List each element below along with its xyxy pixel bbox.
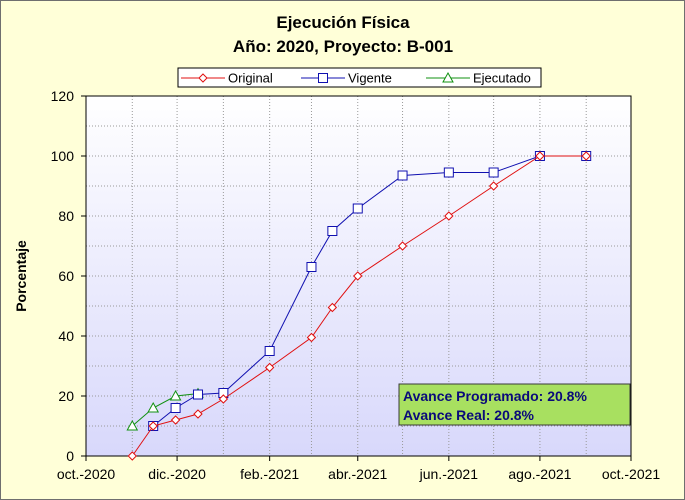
x-tick-label: dic.-2020 <box>148 466 206 482</box>
series-ejecutado <box>126 387 204 431</box>
data-point-original <box>327 302 338 313</box>
series-original <box>127 151 591 461</box>
data-point-vigente <box>264 346 275 356</box>
data-point-original <box>306 332 317 343</box>
chart-title: Ejecución Física <box>276 13 410 32</box>
legend-label-ejecutado: Ejecutado <box>473 71 531 86</box>
data-point-original <box>444 211 454 221</box>
x-tick-label: feb.-2021 <box>240 466 299 482</box>
x-tick-label: jun.-2021 <box>419 466 479 482</box>
series-layer <box>126 151 592 461</box>
y-axis-label: Porcentaje <box>13 240 29 312</box>
data-point-original <box>170 415 181 425</box>
chart-subtitle: Año: 2020, Proyecto: B-001 <box>233 37 453 56</box>
data-point-vigente <box>397 170 408 181</box>
series-line-ejecutado <box>131 393 199 427</box>
data-point-original <box>488 181 499 191</box>
legend-label-original: Original <box>228 71 273 86</box>
y-tick-label: 120 <box>51 88 75 104</box>
x-tick-label: oct.-2021 <box>602 466 661 482</box>
data-point-original <box>264 362 275 373</box>
data-point-ejecutado <box>169 389 182 401</box>
data-point-original <box>193 409 203 419</box>
legend-marker-vigente <box>318 73 328 83</box>
data-point-vigente <box>192 389 203 400</box>
x-tick-label: abr.-2021 <box>328 466 387 482</box>
data-point-vigente <box>306 262 317 272</box>
data-point-ejecutado <box>147 401 160 413</box>
data-point-vigente <box>170 403 181 413</box>
legend-item-vigente: Vigente <box>301 71 392 86</box>
data-point-vigente <box>352 203 363 214</box>
data-point-original <box>148 421 158 431</box>
y-tick-label: 100 <box>51 148 75 164</box>
legend-item-original: Original <box>181 71 273 86</box>
data-point-original <box>581 151 591 161</box>
legend-marker-original <box>198 73 208 83</box>
y-tick-label: 40 <box>58 328 74 344</box>
y-tick-label: 0 <box>66 448 74 464</box>
data-point-vigente <box>443 167 454 178</box>
legend-marker-ejecutado <box>442 71 454 83</box>
y-tick-label: 20 <box>58 388 74 404</box>
data-point-original <box>218 394 229 404</box>
data-point-original <box>353 271 363 281</box>
legend: Original Vigente Ejecutado <box>177 67 542 88</box>
data-point-original <box>535 151 545 161</box>
series-line-original <box>131 155 587 457</box>
avance-real-label: Avance Real: 20.8% <box>403 407 535 423</box>
data-point-original <box>127 451 137 461</box>
data-point-ejecutado <box>126 419 139 431</box>
data-point-vigente <box>327 226 338 236</box>
data-point-vigente <box>488 167 499 178</box>
x-tick-label: oct.-2020 <box>57 466 116 482</box>
legend-label-vigente: Vigente <box>348 71 392 86</box>
y-tick-label: 60 <box>58 268 74 284</box>
info-box: Avance Programado: 20.8% Avance Real: 20… <box>398 383 631 426</box>
axes: 0 20 40 60 80 100 120 oct.-2020 dic.-2020 feb.-20… <box>51 88 661 482</box>
legend-item-ejecutado: Ejecutado <box>426 71 531 86</box>
avance-programado-label: Avance Programado: 20.8% <box>403 388 587 404</box>
info-box-background <box>398 383 631 426</box>
data-point-original <box>397 241 408 251</box>
y-tick-label: 80 <box>58 208 74 224</box>
x-tick-label: ago.-2021 <box>508 466 571 482</box>
